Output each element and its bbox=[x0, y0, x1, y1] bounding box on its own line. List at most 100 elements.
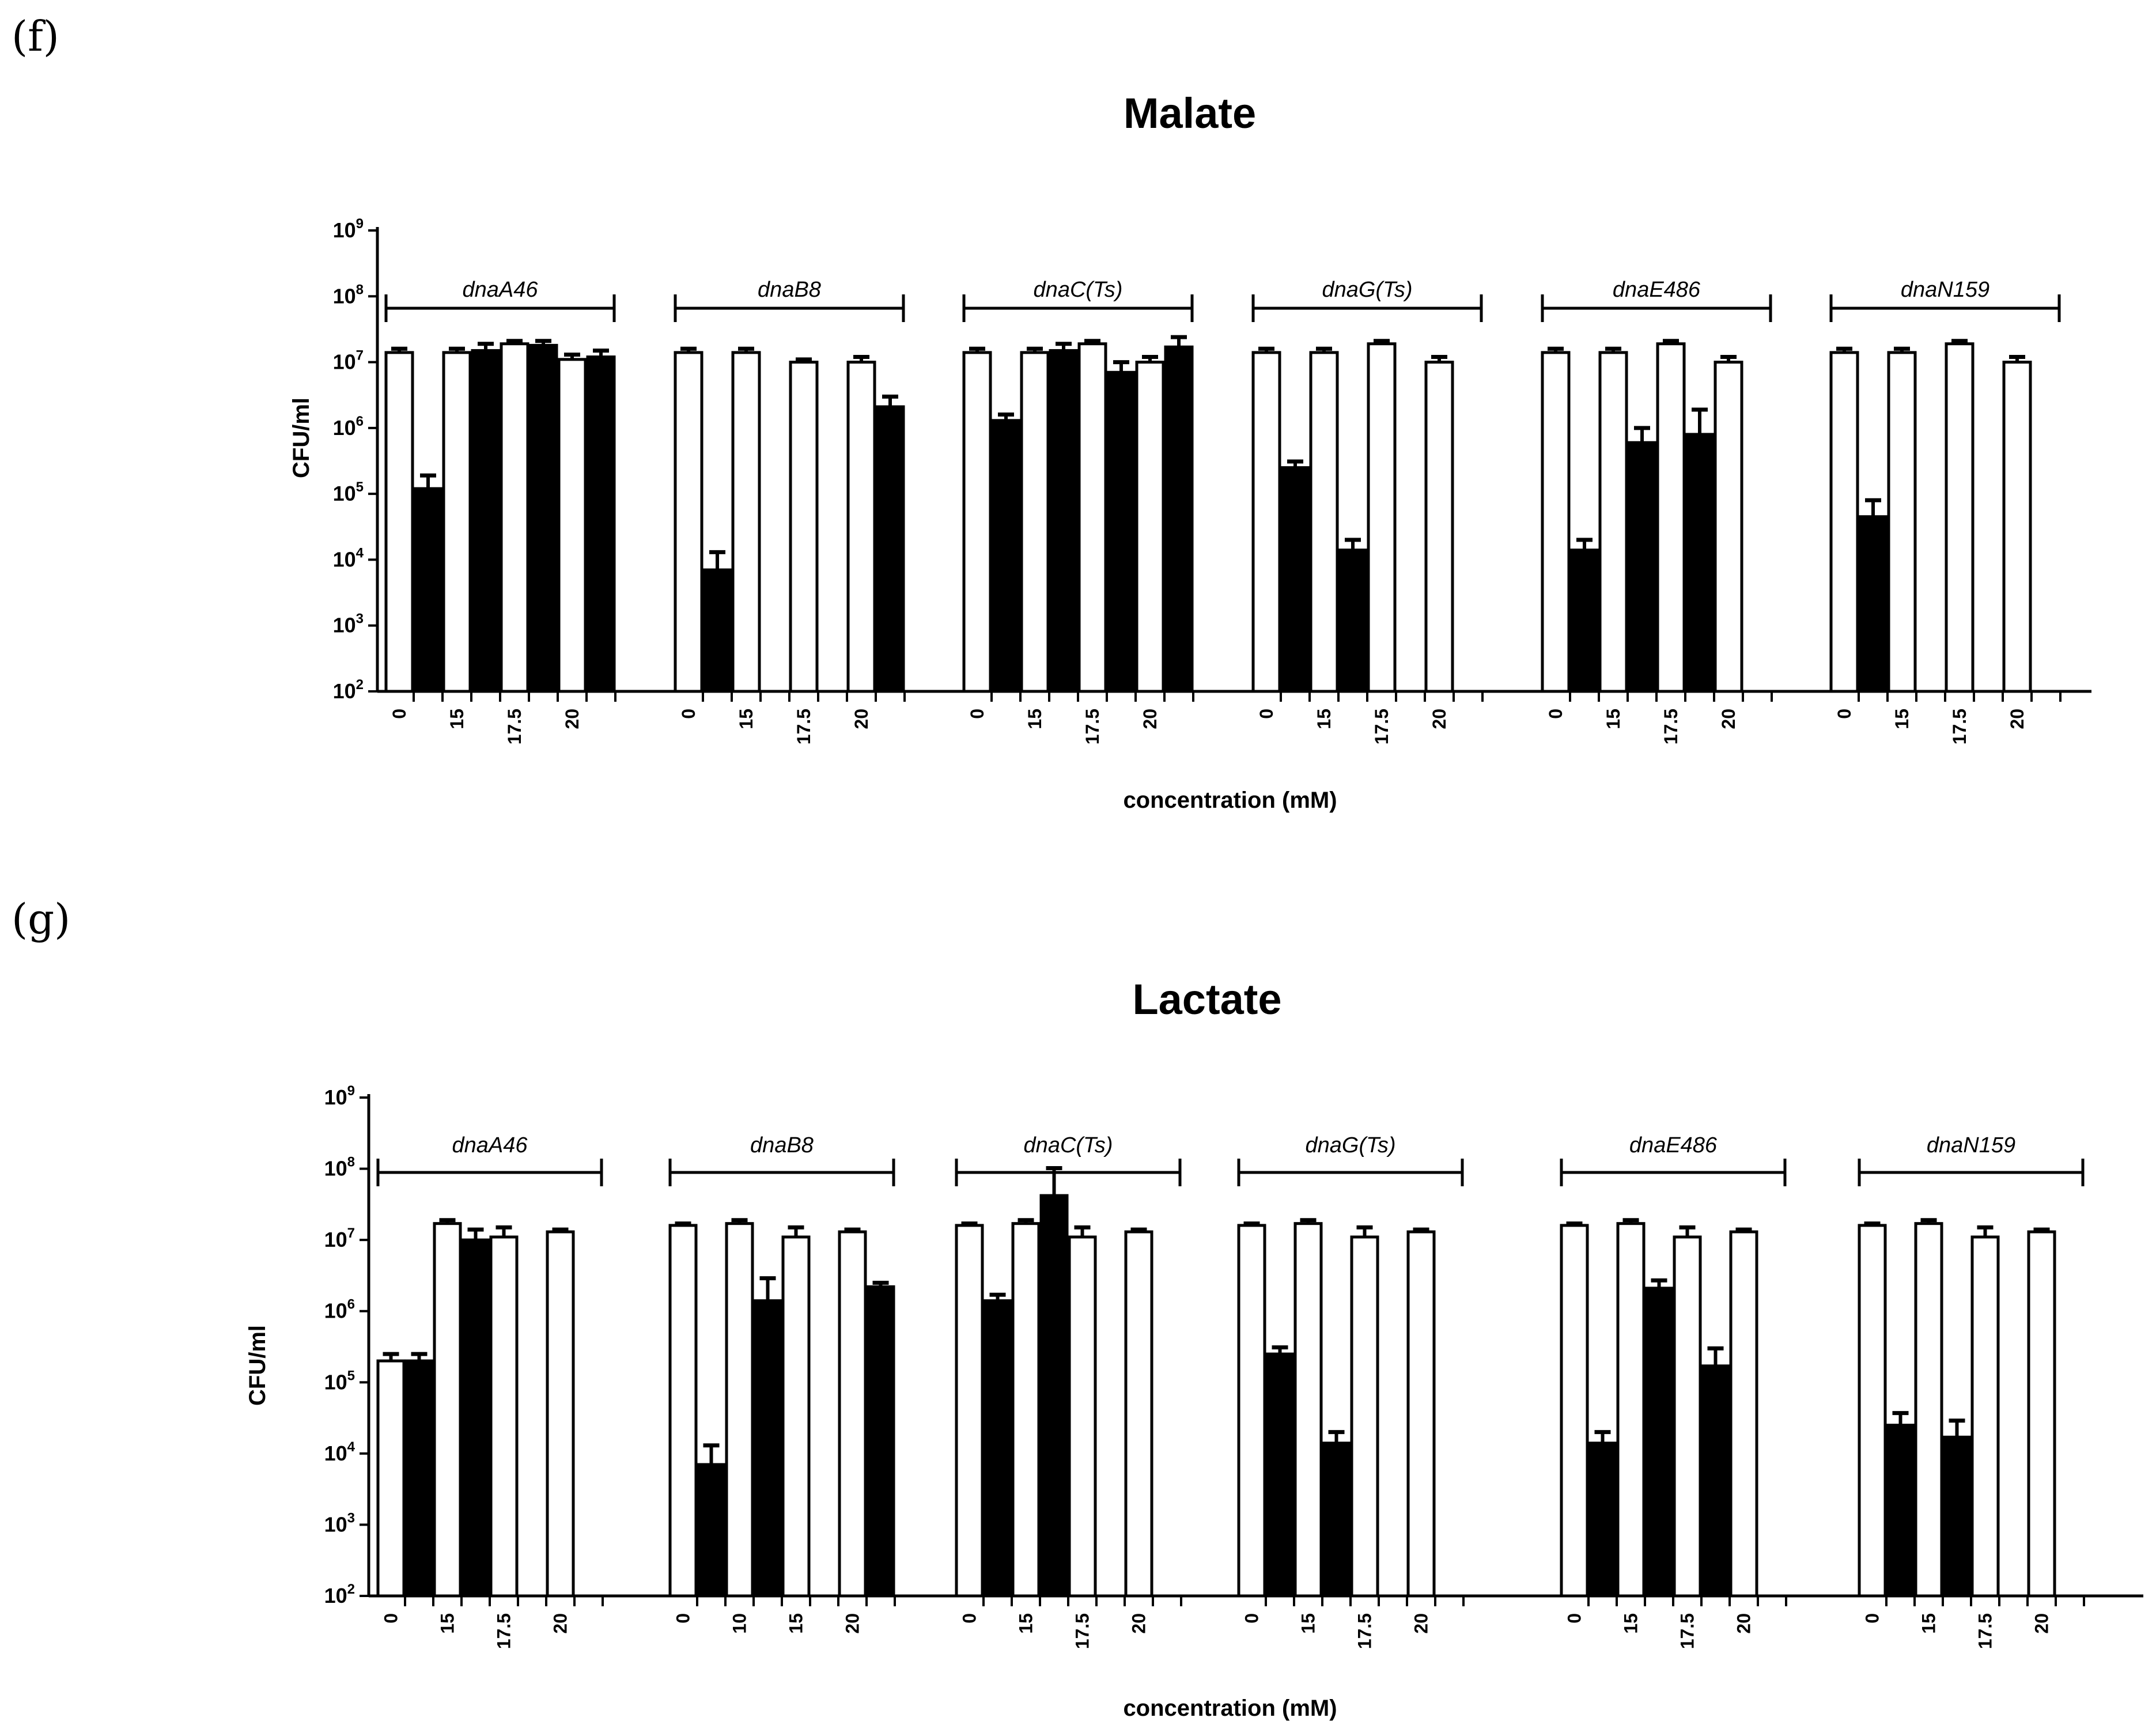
bar-control-dnaE486 bbox=[1729, 1230, 1758, 1598]
x-category-label: 0 bbox=[1564, 1613, 1585, 1624]
y-tick-label: 108 bbox=[333, 282, 364, 308]
bar-treated-dnaG(Ts) bbox=[1280, 466, 1310, 693]
bar-treated-dnaN159 bbox=[1886, 1424, 1915, 1598]
y-tick-label: 104 bbox=[333, 545, 364, 571]
x-category-label: 15 bbox=[1024, 709, 1045, 729]
bar-treated-dnaA46 bbox=[404, 1359, 434, 1598]
group-label-dnaB8: dnaB8 bbox=[750, 1133, 814, 1157]
group-label-dnaG(Ts): dnaG(Ts) bbox=[1306, 1133, 1396, 1157]
bar-control-dnaG(Ts) bbox=[1293, 1222, 1323, 1598]
x-category-label: 0 bbox=[1545, 709, 1566, 719]
y-tick-label: 108 bbox=[324, 1155, 355, 1181]
y-tick-label: 104 bbox=[324, 1439, 355, 1465]
x-axis-label-lactate: concentration (mM) bbox=[1123, 1696, 1337, 1721]
x-category-label: 17.5 bbox=[1355, 1613, 1375, 1649]
x-category-label: 15 bbox=[1621, 1613, 1641, 1634]
bar-treated-dnaC(Ts) bbox=[1049, 349, 1079, 693]
panel-label-g: (g) bbox=[12, 895, 70, 943]
y-tick-label: 107 bbox=[333, 348, 364, 374]
x-category-label: 15 bbox=[1314, 709, 1334, 729]
bar-treated-dnaN159 bbox=[1858, 515, 1888, 693]
group-label-dnaN159: dnaN159 bbox=[1927, 1133, 2015, 1157]
bar-control-dnaG(Ts) bbox=[1251, 351, 1281, 693]
x-category-label: 0 bbox=[389, 709, 410, 719]
bar-control-dnaB8 bbox=[668, 1224, 698, 1598]
bar-control-dnaB8 bbox=[846, 361, 876, 693]
bar-treated-dnaE486 bbox=[1627, 441, 1657, 693]
plot-area-lactate: 102 103 104 105 106 107 108 109 dnaA46 0 15 17.5 20 d… bbox=[324, 1083, 2143, 1649]
group-label-dnaC(Ts): dnaC(Ts) bbox=[1034, 278, 1123, 302]
x-category-label: 0 bbox=[381, 1613, 402, 1624]
bar-control-dnaN159 bbox=[1829, 351, 1859, 693]
x-category-label: 15 bbox=[1603, 709, 1624, 729]
group-label-dnaN159: dnaN159 bbox=[1901, 278, 1989, 302]
bar-control-dnaG(Ts) bbox=[1424, 361, 1454, 693]
group-label-dnaG(Ts): dnaG(Ts) bbox=[1322, 278, 1413, 302]
bar-treated-dnaA46 bbox=[461, 1238, 490, 1598]
x-category-label: 0 bbox=[1242, 1613, 1262, 1624]
bar-treated-dnaB8 bbox=[875, 405, 905, 693]
bar-control-dnaA46 bbox=[546, 1230, 575, 1598]
y-axis-label-malate: CFU/ml bbox=[289, 398, 314, 478]
bar-treated-dnaC(Ts) bbox=[1039, 1194, 1069, 1598]
bar-control-dnaC(Ts) bbox=[1068, 1235, 1097, 1598]
x-category-label: 20 bbox=[2032, 1613, 2052, 1634]
group-label-dnaC(Ts): dnaC(Ts) bbox=[1024, 1133, 1113, 1157]
x-category-label: 20 bbox=[562, 709, 583, 729]
x-category-label: 15 bbox=[447, 709, 467, 729]
bar-treated-dnaE486 bbox=[1569, 548, 1599, 693]
bar-control-dnaN159 bbox=[1887, 351, 1917, 693]
bar-control-dnaN159 bbox=[2002, 361, 2032, 693]
y-tick-label: 103 bbox=[333, 611, 364, 637]
bar-treated-dnaC(Ts) bbox=[1164, 345, 1194, 693]
y-axis-label-lactate: CFU/ml bbox=[245, 1325, 270, 1406]
bar-control-dnaE486 bbox=[1714, 361, 1743, 693]
x-category-label: 10 bbox=[729, 1613, 750, 1634]
bar-control-dnaA46 bbox=[557, 358, 587, 693]
group-label-dnaE486: dnaE486 bbox=[1613, 278, 1701, 302]
bar-treated-dnaA46 bbox=[586, 355, 616, 693]
bar-control-dnaB8 bbox=[838, 1230, 867, 1598]
bar-treated-dnaB8 bbox=[753, 1299, 782, 1598]
bar-treated-dnaG(Ts) bbox=[1322, 1442, 1351, 1598]
x-category-label: 17.5 bbox=[1072, 1613, 1093, 1649]
chart-title-malate: Malate bbox=[1124, 89, 1256, 137]
x-category-label: 15 bbox=[786, 1613, 807, 1634]
bar-treated-dnaC(Ts) bbox=[1106, 370, 1136, 693]
x-category-label: 20 bbox=[1734, 1613, 1754, 1634]
y-tick-label: 102 bbox=[324, 1582, 355, 1607]
bar-control-dnaN159 bbox=[1858, 1224, 1887, 1598]
x-category-label: 20 bbox=[1718, 709, 1739, 729]
bar-treated-dnaE486 bbox=[1588, 1442, 1617, 1598]
y-tick-label: 102 bbox=[333, 677, 364, 703]
bar-control-dnaA46 bbox=[384, 351, 414, 693]
x-category-label: 20 bbox=[842, 1613, 863, 1634]
bar-control-dnaC(Ts) bbox=[955, 1224, 984, 1598]
group-label-dnaA46: dnaA46 bbox=[452, 1133, 528, 1157]
bar-control-dnaB8 bbox=[789, 361, 819, 693]
x-category-label: 20 bbox=[1140, 709, 1160, 729]
bar-control-dnaB8 bbox=[674, 351, 703, 693]
bar-control-dnaE486 bbox=[1656, 342, 1686, 693]
x-category-label: 15 bbox=[1298, 1613, 1319, 1634]
bar-control-dnaB8 bbox=[781, 1235, 811, 1598]
bar-treated-dnaE486 bbox=[1644, 1287, 1674, 1598]
bar-treated-dnaB8 bbox=[866, 1285, 895, 1598]
x-category-label: 15 bbox=[1919, 1613, 1939, 1634]
y-tick-label: 105 bbox=[324, 1368, 355, 1394]
bar-control-dnaG(Ts) bbox=[1350, 1235, 1379, 1598]
bar-control-dnaB8 bbox=[725, 1222, 754, 1598]
bar-control-dnaE486 bbox=[1598, 351, 1628, 693]
bar-control-dnaN159 bbox=[1945, 342, 1975, 693]
x-category-label: 17.5 bbox=[1371, 709, 1392, 744]
bar-treated-dnaE486 bbox=[1701, 1364, 1730, 1598]
bar-control-dnaA46 bbox=[376, 1359, 406, 1598]
bar-treated-dnaG(Ts) bbox=[1338, 548, 1368, 693]
bar-control-dnaC(Ts) bbox=[1011, 1222, 1041, 1598]
bar-treated-dnaG(Ts) bbox=[1265, 1352, 1295, 1598]
bar-control-dnaB8 bbox=[731, 351, 761, 693]
x-category-label: 15 bbox=[437, 1613, 458, 1634]
y-tick-label: 106 bbox=[324, 1297, 355, 1323]
bar-control-dnaC(Ts) bbox=[1077, 342, 1107, 693]
